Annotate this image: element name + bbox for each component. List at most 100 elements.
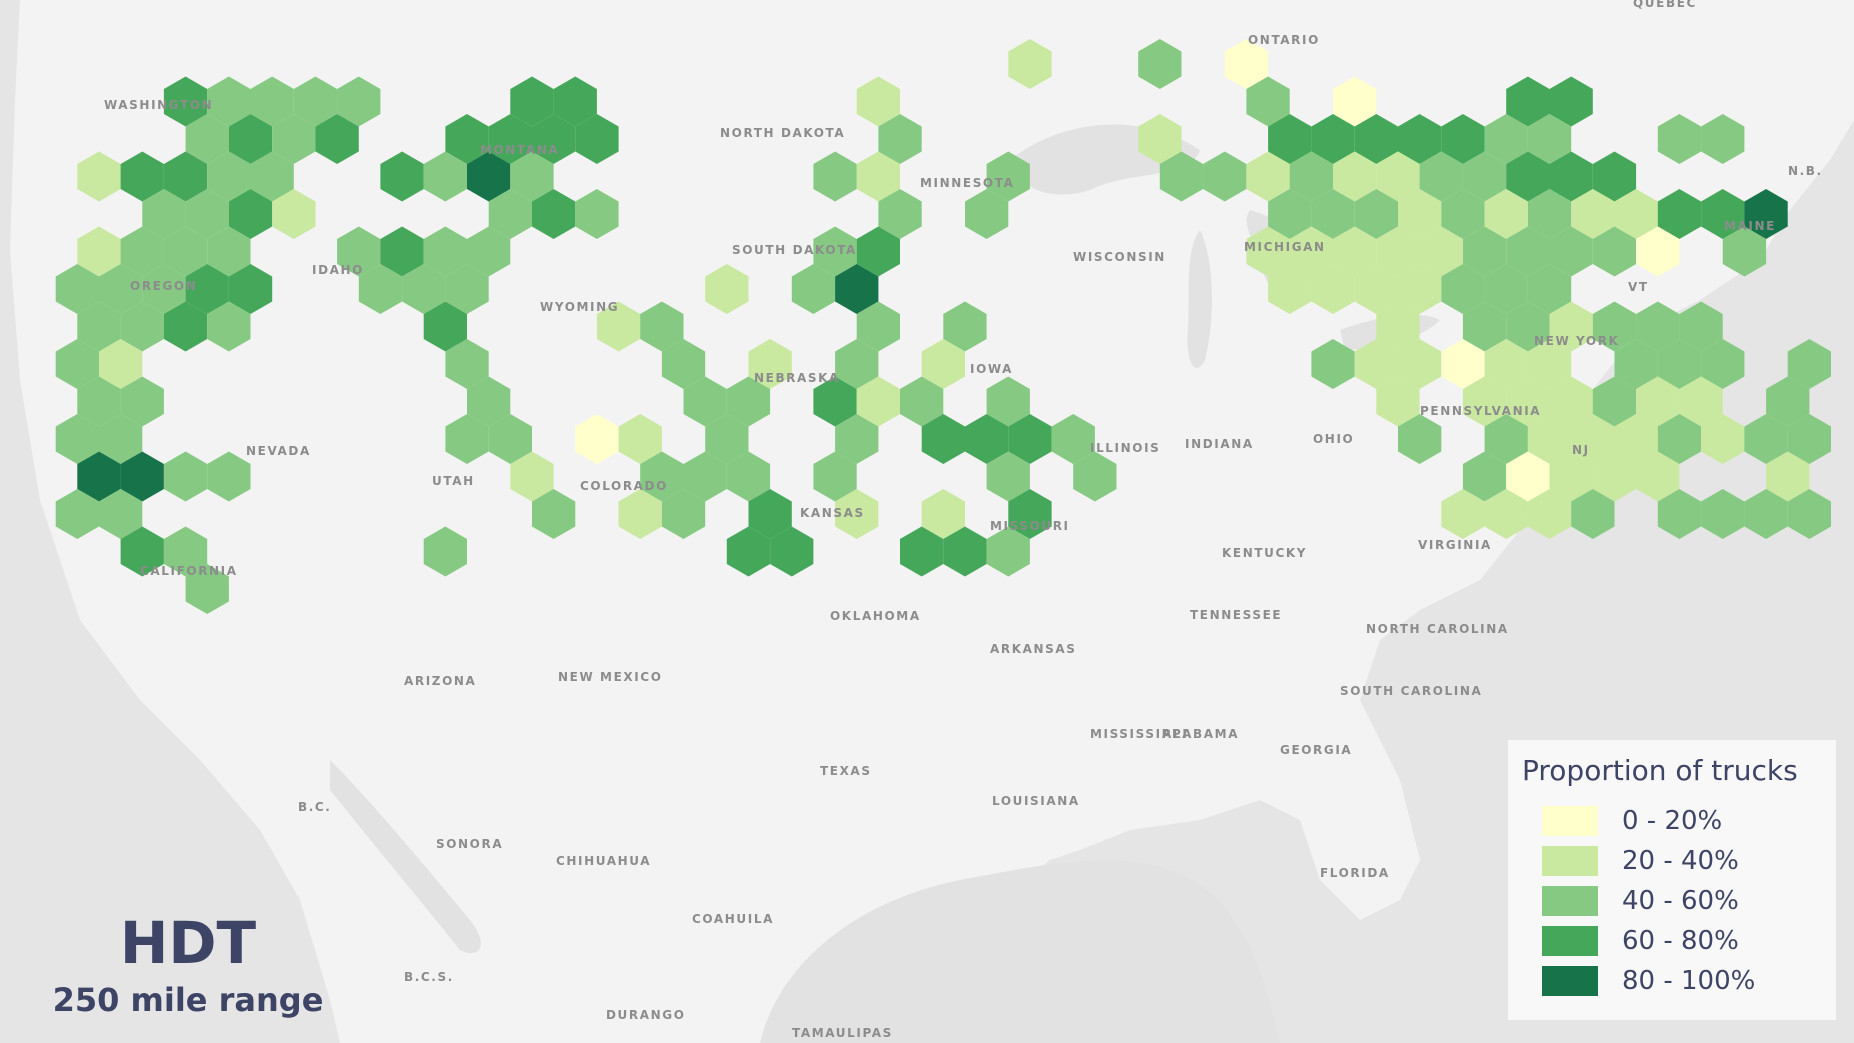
hex-bin[interactable] [1419,226,1463,277]
hex-bin[interactable] [358,264,403,314]
hex-bin[interactable] [142,264,186,314]
hex-bin[interactable] [163,151,208,202]
hex-bin[interactable] [120,451,164,502]
hex-bin[interactable] [1333,226,1377,277]
hex-bin[interactable] [1549,301,1593,352]
hex-bin[interactable] [1571,489,1615,539]
hex-bin[interactable] [207,301,251,352]
hex-bin[interactable] [120,151,164,202]
hex-bin[interactable] [423,301,467,352]
hex-bin[interactable] [640,451,684,502]
hex-bin[interactable] [1441,489,1485,539]
hex-bin[interactable] [596,301,641,352]
hex-bin[interactable] [1484,339,1528,389]
hex-bin[interactable] [1549,226,1593,277]
hex-bin[interactable] [1311,189,1355,239]
hex-bin[interactable] [467,376,511,427]
hex-bin[interactable] [1398,114,1442,164]
hex-bin[interactable] [878,114,922,164]
hex-bin[interactable] [1268,264,1312,314]
hex-bin[interactable] [1787,339,1831,389]
hex-bin[interactable] [726,376,771,427]
hex-bin[interactable] [661,339,706,389]
hex-bin[interactable] [1268,114,1312,164]
hex-bin[interactable] [99,339,143,389]
hex-bin[interactable] [1354,339,1398,389]
hex-bin[interactable] [55,264,99,314]
hex-bin[interactable] [1614,339,1658,389]
hex-bin[interactable] [1203,151,1247,202]
hex-bin[interactable] [748,489,792,539]
hex-bin[interactable] [900,526,944,577]
hex-bin[interactable] [77,151,121,202]
hex-bin[interactable] [856,151,900,202]
hex-bin[interactable] [532,114,576,164]
hex-bin[interactable] [1549,151,1593,202]
hex-bin[interactable] [163,226,208,277]
hex-bin[interactable] [510,151,554,202]
hex-bin[interactable] [965,189,1009,239]
hex-bin[interactable] [488,189,532,239]
hex-bin[interactable] [661,489,706,539]
hex-bin[interactable] [1462,151,1507,202]
hex-bin[interactable] [1636,301,1680,352]
hex-bin[interactable] [402,264,446,314]
hex-bin[interactable] [770,526,814,577]
hex-bin[interactable] [1008,39,1052,89]
hex-bin[interactable] [1549,76,1593,127]
hex-bin[interactable] [1462,226,1507,277]
hex-bin[interactable] [1354,189,1398,239]
hex-bin[interactable] [1224,39,1269,89]
hex-bin[interactable] [943,526,987,577]
hex-bin[interactable] [965,414,1009,464]
hex-bin[interactable] [856,226,900,277]
hex-bin[interactable] [120,526,164,577]
hex-bin[interactable] [835,339,879,389]
hex-bin[interactable] [1657,414,1702,464]
hex-bin[interactable] [423,151,467,202]
hex-bin[interactable] [856,301,900,352]
hex-bin[interactable] [1787,489,1831,539]
hex-bin[interactable] [99,264,143,314]
hex-bin[interactable] [553,76,597,127]
hex-bin[interactable] [337,76,381,127]
hex-bin[interactable] [99,414,143,464]
hex-bin[interactable] [250,76,294,127]
hex-bin[interactable] [1679,301,1723,352]
hex-bin[interactable] [1441,339,1485,389]
hex-bin[interactable] [1657,114,1702,164]
hex-bin[interactable] [163,526,208,577]
hex-bin[interactable] [1376,376,1420,427]
hex-bin[interactable] [835,414,879,464]
hex-bin[interactable] [1701,114,1745,164]
hex-bin[interactable] [185,264,229,314]
hex-bin[interactable] [1744,414,1788,464]
hex-bin[interactable] [1592,226,1637,277]
hex-bin[interactable] [120,376,164,427]
hex-bin[interactable] [986,376,1030,427]
hex-bin[interactable] [1527,114,1572,164]
hex-bin[interactable] [228,264,273,314]
hex-bin[interactable] [228,114,273,164]
hex-bin[interactable] [618,489,662,539]
hex-bin[interactable] [185,564,229,614]
hex-bin[interactable] [1398,414,1442,464]
hex-bin[interactable] [1138,39,1182,89]
hex-bin[interactable] [207,451,251,502]
hex-bin[interactable] [1311,114,1355,164]
hex-bin[interactable] [1592,301,1637,352]
hex-bin[interactable] [77,451,121,502]
hex-bin[interactable] [791,264,836,314]
hex-bin[interactable] [1354,114,1398,164]
hex-bin[interactable] [986,151,1030,202]
hex-bin[interactable] [1311,264,1355,314]
hex-bin[interactable] [1701,339,1745,389]
hex-bin[interactable] [445,414,489,464]
hex-bin[interactable] [1462,376,1507,427]
hex-bin[interactable] [1527,189,1572,239]
hex-bin[interactable] [986,451,1030,502]
hex-bin[interactable] [55,489,99,539]
hex-bin[interactable] [1311,339,1355,389]
hex-bin[interactable] [943,301,987,352]
